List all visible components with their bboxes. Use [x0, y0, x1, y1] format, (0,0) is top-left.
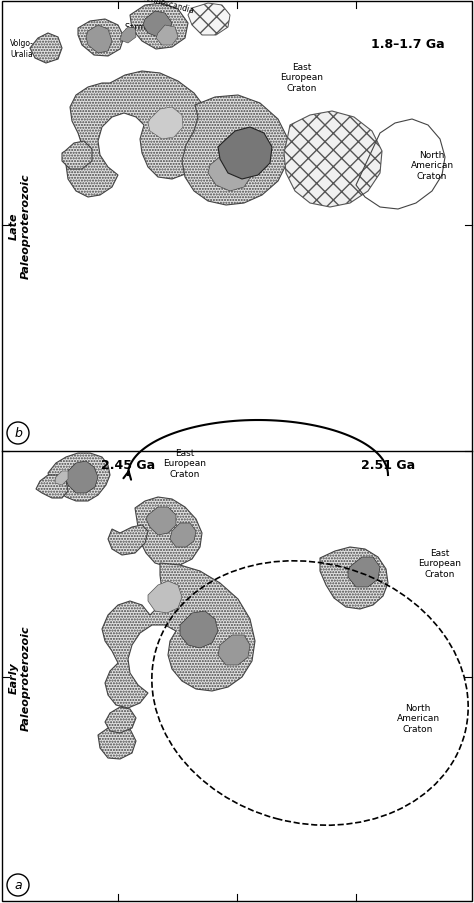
Polygon shape	[218, 128, 272, 180]
Polygon shape	[65, 461, 98, 493]
Polygon shape	[170, 524, 196, 547]
Polygon shape	[135, 498, 202, 567]
Polygon shape	[120, 28, 136, 44]
Polygon shape	[208, 154, 252, 191]
Text: Volgo-
Uralia: Volgo- Uralia	[10, 39, 34, 59]
Polygon shape	[188, 4, 230, 36]
Polygon shape	[86, 26, 112, 54]
Polygon shape	[66, 72, 212, 198]
Polygon shape	[130, 4, 188, 50]
Polygon shape	[48, 453, 110, 501]
Polygon shape	[284, 112, 382, 208]
Polygon shape	[105, 707, 136, 733]
Text: Early
Paleoproterozoic: Early Paleoproterozoic	[9, 625, 31, 730]
Polygon shape	[108, 526, 148, 555]
Polygon shape	[36, 476, 68, 498]
Polygon shape	[102, 563, 255, 708]
Circle shape	[7, 423, 29, 444]
Text: North
American
Craton: North American Craton	[396, 703, 439, 733]
Text: East
European
Craton: East European Craton	[281, 63, 323, 93]
Polygon shape	[182, 96, 288, 206]
Text: Fennoscandia: Fennoscandia	[141, 0, 195, 15]
Text: b: b	[14, 427, 22, 440]
Polygon shape	[148, 582, 182, 613]
Polygon shape	[78, 20, 124, 57]
Polygon shape	[98, 725, 136, 759]
Text: East
European
Craton: East European Craton	[164, 449, 207, 479]
Polygon shape	[218, 636, 250, 666]
Polygon shape	[180, 611, 218, 648]
Polygon shape	[320, 547, 388, 610]
Text: 2.51 Ga: 2.51 Ga	[361, 459, 415, 472]
Text: North
American
Craton: North American Craton	[410, 151, 454, 181]
Polygon shape	[148, 107, 183, 140]
Polygon shape	[146, 507, 176, 535]
Text: Late
Paleoproterozoic: Late Paleoproterozoic	[9, 173, 31, 278]
Text: 2.45 Ga: 2.45 Ga	[101, 459, 155, 472]
Text: Sarmatia: Sarmatia	[125, 23, 163, 33]
Circle shape	[7, 874, 29, 896]
Text: a: a	[14, 879, 22, 891]
Polygon shape	[348, 557, 380, 587]
Polygon shape	[30, 34, 62, 64]
Polygon shape	[62, 142, 92, 170]
Polygon shape	[143, 12, 172, 38]
Polygon shape	[55, 471, 68, 486]
Text: East
European
Craton: East European Craton	[419, 548, 462, 578]
Polygon shape	[156, 26, 178, 46]
Text: 1.8–1.7 Ga: 1.8–1.7 Ga	[371, 37, 445, 51]
